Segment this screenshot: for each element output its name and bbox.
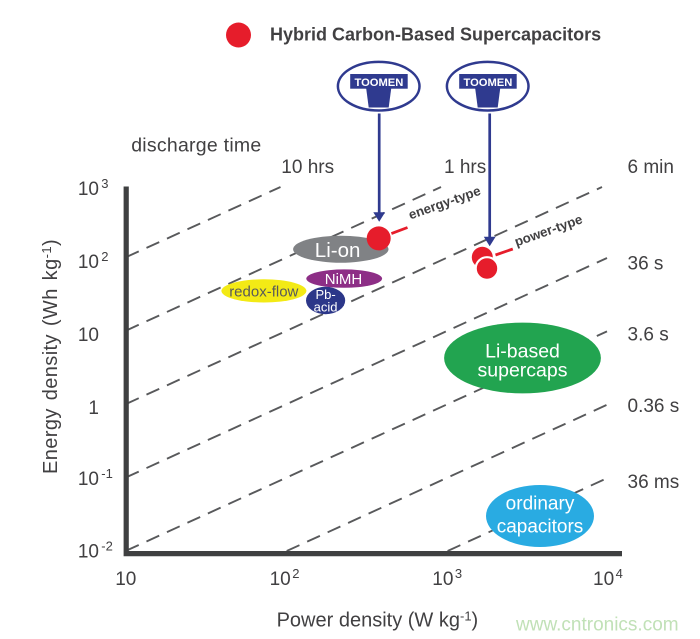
svg-text:capacitors: capacitors <box>497 517 584 538</box>
svg-text:1 hrs: 1 hrs <box>444 157 486 178</box>
svg-text:2: 2 <box>101 249 108 264</box>
svg-text:10: 10 <box>78 469 99 490</box>
svg-text:Li-based: Li-based <box>485 340 560 362</box>
svg-text:3.6 s: 3.6 s <box>628 324 669 345</box>
svg-text:ordinary: ordinary <box>506 494 575 515</box>
svg-text:1: 1 <box>88 398 99 419</box>
svg-text:2: 2 <box>292 566 299 581</box>
svg-text:10: 10 <box>78 179 99 200</box>
svg-text:Li-on: Li-on <box>315 239 361 262</box>
svg-text:-1: -1 <box>101 466 113 481</box>
svg-text:Power density (W kg-1): Power density (W kg-1) <box>277 609 479 632</box>
svg-text:www.cntronics.com: www.cntronics.com <box>515 615 679 636</box>
svg-text:Hybrid Carbon-Based Supercapac: Hybrid Carbon-Based Supercapacitors <box>270 25 601 45</box>
svg-text:10: 10 <box>432 569 453 590</box>
svg-text:energy-type: energy-type <box>406 183 482 222</box>
svg-text:10: 10 <box>270 569 291 590</box>
svg-text:Pb-: Pb- <box>315 287 335 302</box>
svg-text:Energy density (Wh kg-1): Energy density (Wh kg-1) <box>39 239 62 474</box>
svg-text:supercaps: supercaps <box>478 360 568 382</box>
svg-text:4: 4 <box>616 566 623 581</box>
svg-text:10: 10 <box>78 325 99 346</box>
svg-text:TOOMEN: TOOMEN <box>354 77 403 89</box>
svg-text:10: 10 <box>593 569 614 590</box>
svg-text:power-type: power-type <box>512 212 584 250</box>
svg-text:10: 10 <box>78 542 99 563</box>
svg-text:10: 10 <box>115 569 136 590</box>
svg-text:36 s: 36 s <box>628 254 664 275</box>
svg-text:NiMH: NiMH <box>325 271 363 288</box>
svg-text:discharge time: discharge time <box>131 135 261 157</box>
svg-text:-2: -2 <box>101 539 113 554</box>
svg-text:TOOMEN: TOOMEN <box>463 77 512 89</box>
svg-text:10: 10 <box>78 252 99 273</box>
svg-text:0.36 s: 0.36 s <box>628 396 680 417</box>
svg-text:3: 3 <box>455 566 462 581</box>
svg-text:10 hrs: 10 hrs <box>281 157 334 178</box>
svg-text:6 min: 6 min <box>628 157 674 178</box>
svg-text:acid: acid <box>314 300 338 315</box>
svg-text:36 ms: 36 ms <box>628 472 680 493</box>
svg-text:3: 3 <box>101 176 108 191</box>
svg-text:redox-flow: redox-flow <box>229 283 298 300</box>
